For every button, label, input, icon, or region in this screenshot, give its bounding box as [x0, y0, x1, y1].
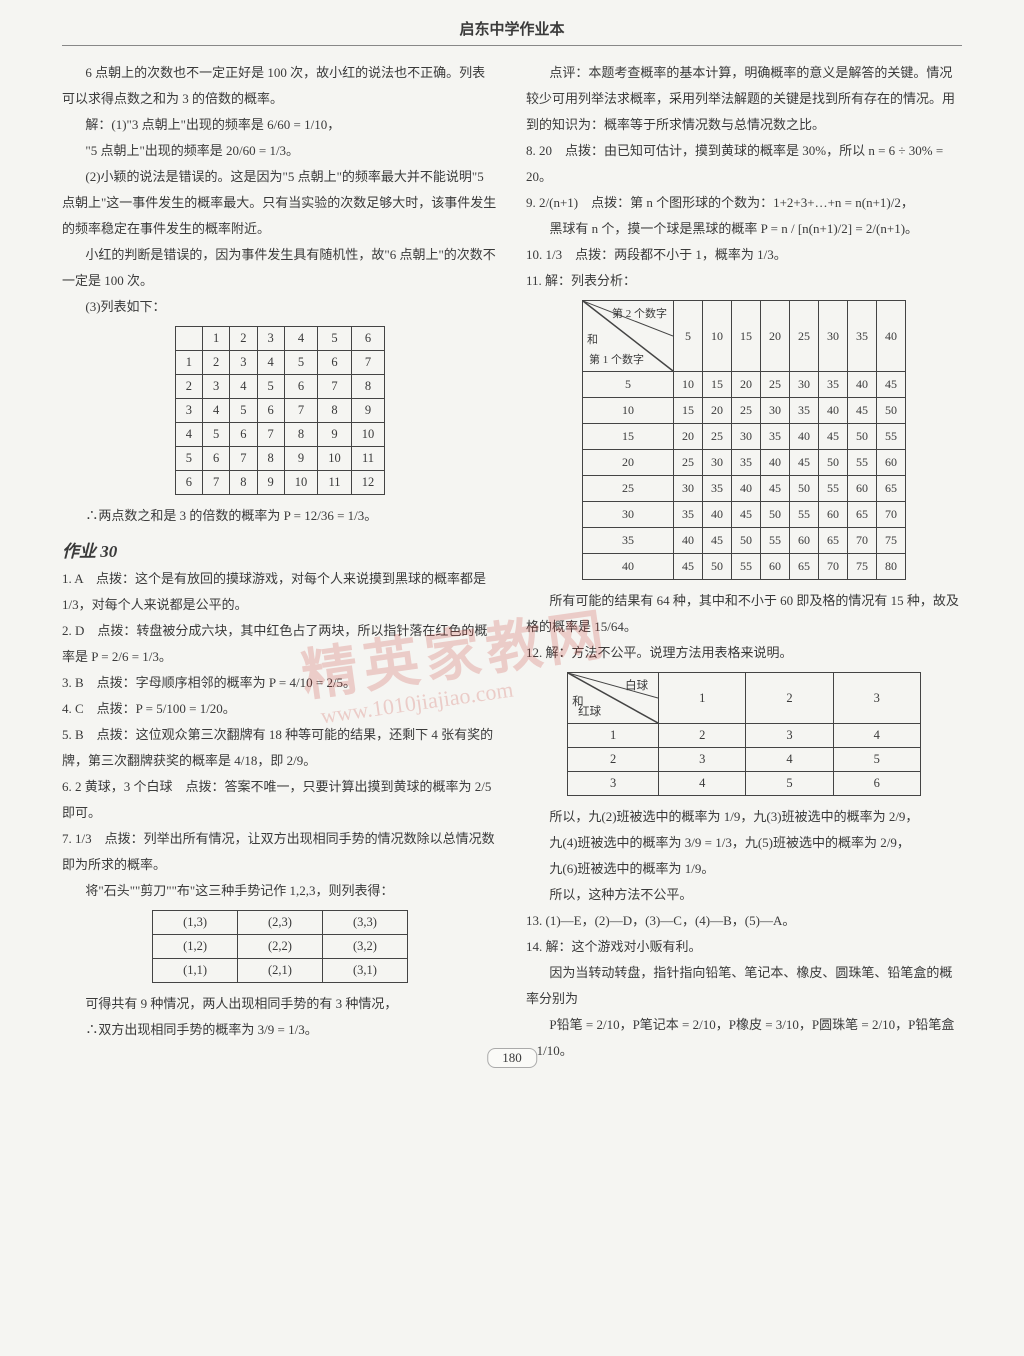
para: (2)小颖的说法是错误的。这是因为"5 点朝上"的频率最大并不能说明"5 点朝上…: [62, 164, 498, 242]
para: "5 点朝上"出现的频率是 20/60 = 1/3。: [62, 138, 498, 164]
para: 因为当转动转盘，指针指向铅笔、笔记本、橡皮、圆珠笔、铅笔盒的概率分别为: [526, 960, 962, 1012]
diagonal-header: 第 2 个数字 和 第 1 个数字: [583, 301, 673, 371]
left-column: 6 点朝上的次数也不一定正好是 100 次，故小红的说法也不正确。列表可以求得点…: [62, 60, 498, 1064]
answer-item: 5. B 点拨：这位观众第三次翻牌有 18 种等可能的结果，还剩下 4 张有奖的…: [62, 722, 498, 774]
answer-item: 7. 1/3 点拨：列举出所有情况，让双方出现相同手势的情况数除以总情况数即为所…: [62, 826, 498, 878]
answer-item: 14. 解：这个游戏对小贩有利。: [526, 934, 962, 960]
para: 6 点朝上的次数也不一定正好是 100 次，故小红的说法也不正确。列表可以求得点…: [62, 60, 498, 112]
dice-sum-table: 1 2 3 4 5 6 1234567 2345678 3456789 4567…: [175, 326, 386, 495]
answer-item: 13. (1)—E，(2)—D，(3)—C，(4)—B，(5)—A。: [526, 908, 962, 934]
page-header: 启东中学作业本: [62, 18, 962, 46]
page-number: 180: [487, 1048, 537, 1068]
answer-item: 2. D 点拨：转盘被分成六块，其中红色占了两块，所以指针落在红色的概率是 P …: [62, 618, 498, 670]
cell: 1: [203, 327, 230, 351]
right-column: 点评：本题考查概率的基本计算，明确概率的意义是解答的关键。情况较少可用列举法求概…: [526, 60, 962, 1064]
section-heading: 作业 30: [62, 537, 498, 562]
cell: 3: [257, 327, 284, 351]
para: 小红的判断是错误的，因为事件发生具有随机性，故"6 点朝上"的次数不一定是 10…: [62, 242, 498, 294]
para: 九(4)班被选中的概率为 3/9 = 1/3，九(5)班被选中的概率为 2/9，: [526, 830, 962, 856]
answer-item: 6. 2 黄球，3 个白球 点拨：答案不唯一，只要计算出摸到黄球的概率为 2/5…: [62, 774, 498, 826]
cell: [175, 327, 202, 351]
para: ∴双方出现相同手势的概率为 3/9 = 1/3。: [62, 1017, 498, 1043]
answer-item: 3. B 点拨：字母顺序相邻的概率为 P = 4/10 = 2/5。: [62, 670, 498, 696]
para: 所以，九(2)班被选中的概率为 1/9，九(3)班被选中的概率为 2/9，: [526, 804, 962, 830]
para: 解：(1)"3 点朝上"出现的频率是 6/60 = 1/10，: [62, 112, 498, 138]
para: P铅笔 = 2/10，P笔记本 = 2/10，P橡皮 = 3/10，P圆珠笔 =…: [526, 1012, 962, 1064]
para: (3)列表如下：: [62, 294, 498, 320]
para: ∴两点数之和是 3 的倍数的概率为 P = 12/36 = 1/3。: [62, 503, 498, 529]
answer-item: 10. 1/3 点拨：两段都不小于 1，概率为 1/3。: [526, 242, 962, 268]
para: 九(6)班被选中的概率为 1/9。: [526, 856, 962, 882]
cell: 2: [230, 327, 257, 351]
answer-item: 9. 2/(n+1) 点拨：第 n 个图形球的个数为：1+2+3+…+n = n…: [526, 190, 962, 216]
ball-sum-table: 白球 和 红球 123 1234 2345 3456: [567, 672, 921, 796]
para: 可得共有 9 种情况，两人出现相同手势的有 3 种情况，: [62, 991, 498, 1017]
para: 所有可能的结果有 64 种，其中和不小于 60 即及格的情况有 15 种，故及格…: [526, 588, 962, 640]
answer-item: 8. 20 点拨：由已知可估计，摸到黄球的概率是 30%，所以 n = 6 ÷ …: [526, 138, 962, 190]
cell: 5: [318, 327, 352, 351]
diagonal-header: 白球 和 红球: [568, 673, 658, 723]
para: 将"石头""剪刀""布"这三种手势记作 1,2,3，则列表得：: [62, 878, 498, 904]
answer-item: 1. A 点拨：这个是有放回的摸球游戏，对每个人来说摸到黑球的概率都是 1/3，…: [62, 566, 498, 618]
cell: 6: [351, 327, 385, 351]
rps-table: (1,3)(2,3)(3,3) (1,2)(2,2)(3,2) (1,1)(2,…: [152, 910, 408, 983]
sum-table-large: 第 2 个数字 和 第 1 个数字 510152025303540 510152…: [582, 300, 906, 580]
para: 所以，这种方法不公平。: [526, 882, 962, 908]
para: 点评：本题考查概率的基本计算，明确概率的意义是解答的关键。情况较少可用列举法求概…: [526, 60, 962, 138]
para: 黑球有 n 个，摸一个球是黑球的概率 P = n / [n(n+1)/2] = …: [526, 216, 962, 242]
answer-item: 12. 解：方法不公平。说理方法用表格来说明。: [526, 640, 962, 666]
cell: 4: [284, 327, 318, 351]
answer-item: 4. C 点拨：P = 5/100 = 1/20。: [62, 696, 498, 722]
answer-item: 11. 解：列表分析：: [526, 268, 962, 294]
